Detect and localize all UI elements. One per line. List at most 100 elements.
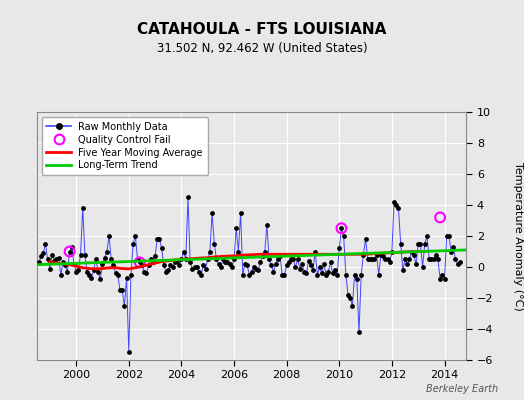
Point xyxy=(68,244,76,250)
Point xyxy=(432,251,440,258)
Point xyxy=(186,259,194,266)
Point xyxy=(342,272,350,278)
Point xyxy=(320,261,328,267)
Point xyxy=(54,254,63,261)
Point xyxy=(293,256,302,262)
Point xyxy=(427,256,435,262)
Point xyxy=(168,264,177,270)
Point xyxy=(138,262,146,269)
Point xyxy=(313,272,322,278)
Point xyxy=(214,261,223,267)
Point xyxy=(304,258,313,264)
Point xyxy=(256,259,265,266)
Point xyxy=(298,261,306,267)
Point xyxy=(158,245,166,252)
Point xyxy=(81,251,89,258)
Point xyxy=(179,248,188,255)
Text: CATAHOULA - FTS LOUISIANA: CATAHOULA - FTS LOUISIANA xyxy=(137,22,387,37)
Point xyxy=(151,253,159,259)
Point xyxy=(217,264,225,270)
Y-axis label: Temperature Anomaly (°C): Temperature Anomaly (°C) xyxy=(512,162,523,310)
Point xyxy=(48,251,56,258)
Point xyxy=(162,268,170,275)
Point xyxy=(208,210,216,216)
Point xyxy=(105,233,113,239)
Point xyxy=(311,248,319,255)
Point xyxy=(436,214,444,221)
Point xyxy=(271,261,280,267)
Point xyxy=(287,256,295,262)
Point xyxy=(386,259,394,266)
Point xyxy=(90,267,98,273)
Point xyxy=(397,240,405,247)
Point xyxy=(147,256,155,262)
Point xyxy=(195,268,203,275)
Text: Berkeley Earth: Berkeley Earth xyxy=(425,384,498,394)
Point xyxy=(438,272,446,278)
Point xyxy=(188,265,196,272)
Point xyxy=(362,236,370,242)
Point xyxy=(109,262,117,269)
Point xyxy=(368,256,376,262)
Point xyxy=(302,270,311,276)
Point xyxy=(364,256,372,262)
Point xyxy=(88,275,96,281)
Point xyxy=(436,276,444,282)
Point xyxy=(254,267,263,273)
Point xyxy=(171,259,179,266)
Point xyxy=(52,256,61,262)
Point xyxy=(39,250,48,256)
Point xyxy=(340,233,348,239)
Point xyxy=(282,262,291,269)
Point xyxy=(83,268,91,275)
Point xyxy=(144,262,152,269)
Point xyxy=(92,256,100,262)
Point xyxy=(447,248,455,255)
Point xyxy=(315,264,324,270)
Point xyxy=(219,256,227,262)
Point xyxy=(136,259,144,266)
Point xyxy=(390,199,398,205)
Point xyxy=(394,205,402,211)
Point xyxy=(377,251,385,258)
Point xyxy=(379,253,387,259)
Point xyxy=(370,256,378,262)
Point xyxy=(142,270,150,276)
Point xyxy=(243,262,252,269)
Point xyxy=(274,256,282,262)
Point xyxy=(182,256,190,262)
Point xyxy=(337,225,346,232)
Point xyxy=(43,256,52,262)
Point xyxy=(276,253,284,259)
Point xyxy=(399,267,407,273)
Point xyxy=(318,270,326,276)
Point xyxy=(307,262,315,269)
Point xyxy=(50,258,58,264)
Point xyxy=(133,256,141,262)
Point xyxy=(63,268,72,275)
Point xyxy=(337,225,346,232)
Point xyxy=(236,210,245,216)
Point xyxy=(269,268,278,275)
Point xyxy=(322,272,330,278)
Point xyxy=(155,236,163,242)
Point xyxy=(265,256,274,262)
Point xyxy=(66,248,74,255)
Point xyxy=(351,272,359,278)
Point xyxy=(331,267,339,273)
Point xyxy=(66,248,74,255)
Point xyxy=(74,267,82,273)
Point xyxy=(107,256,115,262)
Point xyxy=(79,205,87,211)
Point xyxy=(410,251,418,258)
Point xyxy=(41,240,50,247)
Point xyxy=(392,202,400,208)
Point xyxy=(164,267,172,273)
Point xyxy=(190,264,199,270)
Point xyxy=(449,244,457,250)
Point xyxy=(353,276,361,282)
Point xyxy=(456,259,464,266)
Point xyxy=(120,302,128,309)
Point xyxy=(241,261,249,267)
Point xyxy=(421,240,429,247)
